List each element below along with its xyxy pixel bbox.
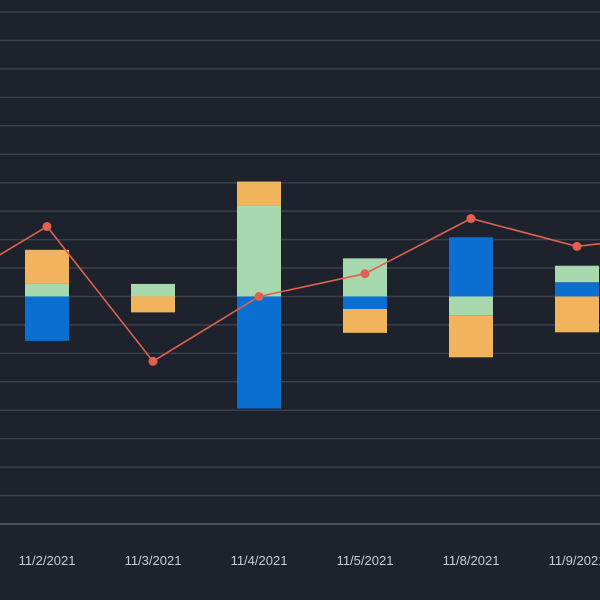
bar-segment-1 [25,296,69,341]
line-series [0,214,600,366]
bar-segment-1 [237,296,281,409]
line-point [148,356,158,366]
bar-segment-3 [449,315,493,358]
bar-segment-3 [343,308,387,333]
x-tick-label: 11/4/2021 [231,553,288,568]
bar-segment-3 [131,296,175,313]
x-axis: 11/1/202111/2/202111/3/202111/4/202111/5… [0,523,600,568]
bar-segment-2 [25,283,69,297]
x-tick-label: 11/8/2021 [443,553,500,568]
line-point [466,214,476,224]
bar-segment-1 [555,282,599,297]
line-path [0,217,600,363]
stacked-bars [25,181,599,409]
x-tick-label: 11/9/2021 [549,553,600,568]
line-point [572,241,582,251]
line-point [42,221,52,231]
bar-segment-2 [449,296,493,316]
bar-segment-2 [555,265,599,283]
bar-segment-1 [343,296,387,309]
x-tick-label: 11/3/2021 [125,553,182,568]
gridlines [0,11,600,497]
bar-segment-2 [237,205,281,297]
bar-segment-3 [237,181,281,206]
bar-segment-3 [25,249,69,284]
bar-segment-2 [131,283,175,297]
line-point [254,291,264,301]
bar-segment-3 [555,296,599,333]
x-tick-label: 11/5/2021 [337,553,394,568]
bar-segment-1 [449,237,493,297]
line-point [360,269,370,279]
x-tick-label: 11/2/2021 [19,553,76,568]
